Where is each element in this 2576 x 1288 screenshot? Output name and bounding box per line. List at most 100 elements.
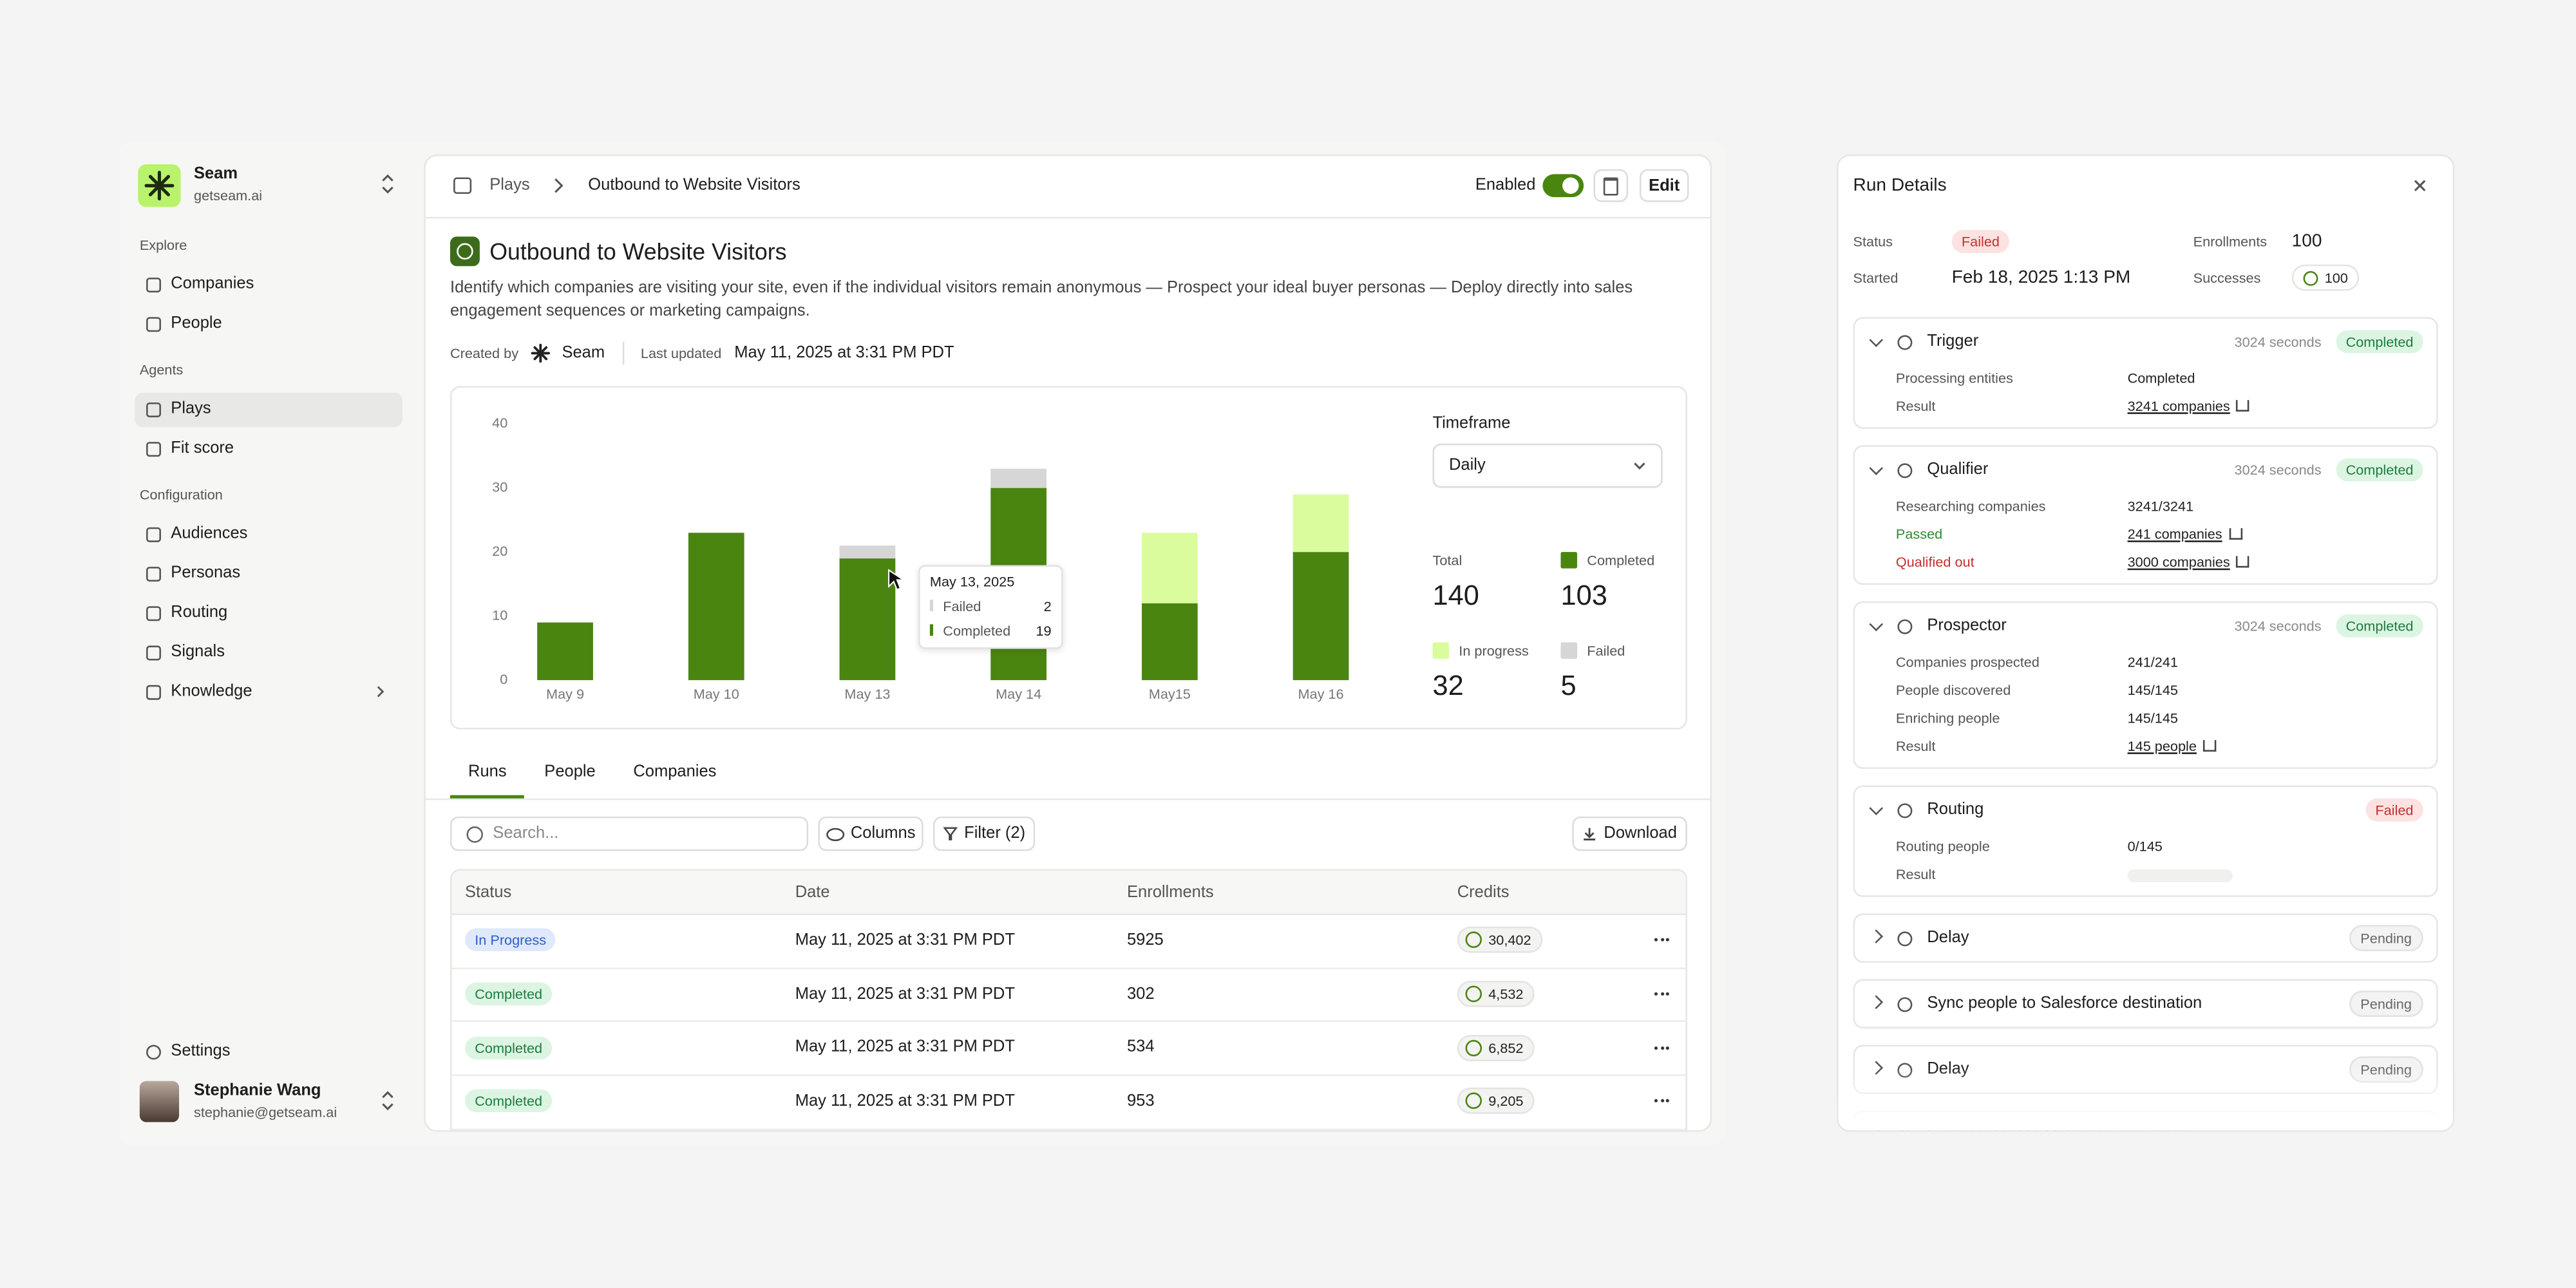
step-row-label: Researching companies xyxy=(1895,497,2046,515)
breadcrumb-link[interactable]: Plays xyxy=(489,176,530,195)
step-card[interactable]: Sync people to Salesforce destination Pen… xyxy=(1853,979,2438,1028)
step-duration: 3024 seconds xyxy=(2234,461,2322,478)
credits-cell: 30,402 xyxy=(1457,913,1543,967)
step-name: Delay xyxy=(1927,929,1969,947)
table-row[interactable]: Completed May 11, 2025 at 3:31 PM PDT 534 6… xyxy=(451,1021,1686,1077)
step-row-value[interactable]: 241 companies xyxy=(2127,526,2222,542)
x-tick-label: May 10 xyxy=(694,686,739,702)
step-row: Routing people 0/145 xyxy=(1855,833,2436,860)
columns-button[interactable]: Columns xyxy=(818,816,923,851)
step-card[interactable]: Prospector 3024 seconds Completed Companies… xyxy=(1853,601,2438,769)
workspace-name[interactable]: Seam xyxy=(194,165,238,184)
user-name[interactable]: Stephanie Wang xyxy=(194,1081,321,1100)
settings-link[interactable]: Settings xyxy=(171,1042,231,1061)
delete-button[interactable] xyxy=(1593,169,1629,202)
enabled-toggle[interactable] xyxy=(1542,174,1584,198)
step-name: Trigger xyxy=(1927,332,1979,351)
run-steps: Trigger 3024 seconds Completed Processing e… xyxy=(1853,317,2438,1131)
step-chevron xyxy=(1869,995,1884,1009)
filter-button[interactable]: Filter (2) xyxy=(933,816,1036,851)
nav-item[interactable]: Audiences xyxy=(171,525,248,544)
step-name: Routing xyxy=(1927,800,1984,819)
legend-label: Completed xyxy=(1587,552,1655,569)
search-icon xyxy=(466,825,483,842)
credit-icon xyxy=(1465,932,1482,949)
credit-icon xyxy=(1465,1093,1482,1110)
workspace-switch[interactable] xyxy=(379,174,396,194)
tooltip-label: Completed xyxy=(943,622,1011,639)
breadcrumb-current: Outbound to Website Visitors xyxy=(588,176,800,195)
nav-item[interactable]: Signals xyxy=(171,643,225,661)
row-menu[interactable] xyxy=(1654,1021,1669,1074)
credits-value: 30,402 xyxy=(1488,932,1531,949)
user-switch[interactable] xyxy=(379,1091,396,1111)
step-row: Researching companies 3241/3241 xyxy=(1855,493,2436,520)
credit-icon xyxy=(2303,270,2318,285)
status-cell: In Progress xyxy=(464,913,556,967)
tab-underline xyxy=(450,795,525,799)
step-row-value[interactable]: 145 people xyxy=(2127,737,2197,754)
timeframe-label: Timeframe xyxy=(1432,415,1511,433)
nav-section-title: Configuration xyxy=(139,486,223,503)
nav-item[interactable]: Fit score xyxy=(171,439,234,458)
step-row: Result 3241 companies xyxy=(1855,393,2436,421)
status-cell: Completed xyxy=(464,967,553,1021)
nav-item[interactable]: Plays xyxy=(171,400,211,419)
search-input[interactable]: Search... xyxy=(450,816,809,851)
status-cell: Completed xyxy=(464,1075,553,1128)
user-avatar xyxy=(139,1081,180,1122)
close-button[interactable] xyxy=(2413,179,2426,192)
step-card[interactable]: Qualifier 3024 seconds Completed Researchin… xyxy=(1853,445,2438,585)
step-card[interactable]: Routing Failed Routing people 0/145 Result xyxy=(1853,785,2438,897)
y-tick-label: 40 xyxy=(492,415,507,431)
field-badge: 100 xyxy=(2291,264,2360,291)
step-row: Qualified out 3000 companies xyxy=(1855,549,2436,576)
legend-total: 5 xyxy=(1560,670,1577,702)
credits-pill: 4,532 xyxy=(1457,981,1535,1007)
menu-dot xyxy=(1654,1099,1658,1103)
chevron-path xyxy=(377,686,384,697)
step-duration: 3024 seconds xyxy=(2234,618,2322,634)
step-header: Prospector 3024 seconds Completed xyxy=(1855,603,2436,649)
nav-item[interactable]: Companies xyxy=(171,275,254,294)
tab[interactable]: Runs xyxy=(468,762,507,782)
step-name: Qualifier xyxy=(1927,460,1989,479)
created-by-label: Created by xyxy=(450,345,519,362)
step-row-value[interactable]: 3000 companies xyxy=(2127,553,2230,571)
step-row: Processing entities Completed xyxy=(1855,365,2436,392)
step-status: Pending xyxy=(2349,990,2423,1018)
row-menu[interactable] xyxy=(1654,913,1669,967)
nav-item[interactable]: Knowledge xyxy=(171,682,252,701)
divider xyxy=(425,798,1710,800)
columns-label: Columns xyxy=(850,824,916,843)
step-row: Result xyxy=(1855,861,2436,889)
legend-swatch xyxy=(1560,552,1577,569)
step-row-value[interactable]: 3241 companies xyxy=(2127,397,2230,414)
step-chevron xyxy=(1869,333,1884,347)
chevron-down xyxy=(1634,462,1645,469)
y-tick-label: 30 xyxy=(492,478,507,495)
tab[interactable]: Companies xyxy=(633,762,717,782)
row-menu[interactable] xyxy=(1654,967,1669,1021)
table-row[interactable]: Completed May 11, 2025 at 3:31 PM PDT 953 9… xyxy=(451,1075,1686,1130)
credits-value: 9,205 xyxy=(1488,1093,1524,1110)
x-tick-label: May15 xyxy=(1149,686,1191,702)
row-menu[interactable] xyxy=(1654,1075,1669,1128)
step-card[interactable]: Delay Pending xyxy=(1853,913,2438,963)
table-row[interactable]: Completed May 11, 2025 at 3:31 PM PDT 302 4… xyxy=(451,967,1686,1023)
tab[interactable]: People xyxy=(544,762,596,782)
field-label: Status xyxy=(1853,233,1893,250)
sidebar-toggle[interactable] xyxy=(453,177,472,194)
edit-button[interactable]: Edit xyxy=(1639,169,1689,202)
timeframe-select[interactable]: Daily xyxy=(1432,443,1663,488)
step-card[interactable]: Trigger 3024 seconds Completed Processing e… xyxy=(1853,317,2438,429)
download-button[interactable]: Download xyxy=(1572,816,1687,851)
table-row[interactable]: In Progress May 11, 2025 at 3:31 PM PDT 59… xyxy=(451,913,1686,969)
nav-item[interactable]: People xyxy=(171,314,222,333)
nav-item[interactable]: Routing xyxy=(171,603,228,622)
step-row-value: 0/145 xyxy=(2127,838,2163,855)
menu-dot xyxy=(1654,1046,1658,1050)
play-icon-glyph xyxy=(457,243,473,260)
nav-item[interactable]: Personas xyxy=(171,564,241,583)
